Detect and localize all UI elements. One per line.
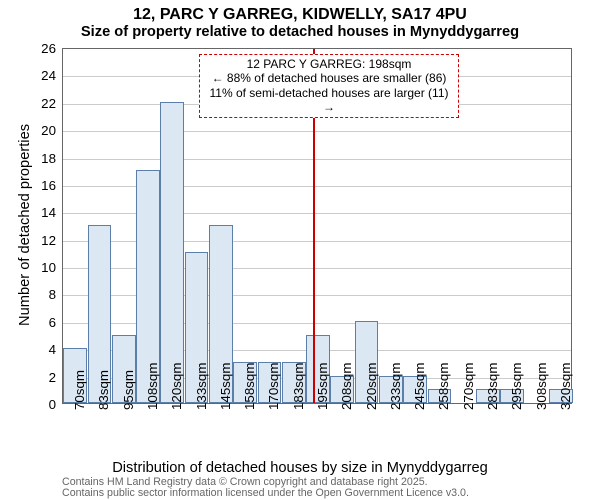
gridline <box>63 159 571 160</box>
y-tick-label: 14 <box>26 205 56 220</box>
y-tick-label: 8 <box>26 287 56 302</box>
y-tick-label: 26 <box>26 41 56 56</box>
y-tick-label: 24 <box>26 68 56 83</box>
y-tick-label: 10 <box>26 260 56 275</box>
y-tick-label: 4 <box>26 342 56 357</box>
y-tick-label: 18 <box>26 151 56 166</box>
chart-title-sub: Size of property relative to detached ho… <box>0 24 600 40</box>
x-axis-label: Distribution of detached houses by size … <box>0 460 600 476</box>
y-tick-label: 12 <box>26 233 56 248</box>
histogram-bar <box>160 102 184 403</box>
annotation-box: 12 PARC Y GARREG: 198sqm← 88% of detache… <box>199 54 459 118</box>
footer-line-2: Contains public sector information licen… <box>62 487 469 499</box>
chart-container: 12, PARC Y GARREG, KIDWELLY, SA17 4PU Si… <box>0 0 600 500</box>
y-tick-label: 0 <box>26 397 56 412</box>
y-tick-label: 16 <box>26 178 56 193</box>
y-tick-label: 20 <box>26 123 56 138</box>
y-tick-label: 22 <box>26 96 56 111</box>
annotation-line: 11% of semi-detached houses are larger (… <box>204 86 454 115</box>
chart-title-main: 12, PARC Y GARREG, KIDWELLY, SA17 4PU <box>0 6 600 24</box>
y-tick-label: 2 <box>26 370 56 385</box>
gridline <box>63 131 571 132</box>
annotation-line: ← 88% of detached houses are smaller (86… <box>204 71 454 85</box>
y-tick-label: 6 <box>26 315 56 330</box>
plot-area: 12 PARC Y GARREG: 198sqm← 88% of detache… <box>62 48 572 404</box>
annotation-line: 12 PARC Y GARREG: 198sqm <box>204 57 454 71</box>
